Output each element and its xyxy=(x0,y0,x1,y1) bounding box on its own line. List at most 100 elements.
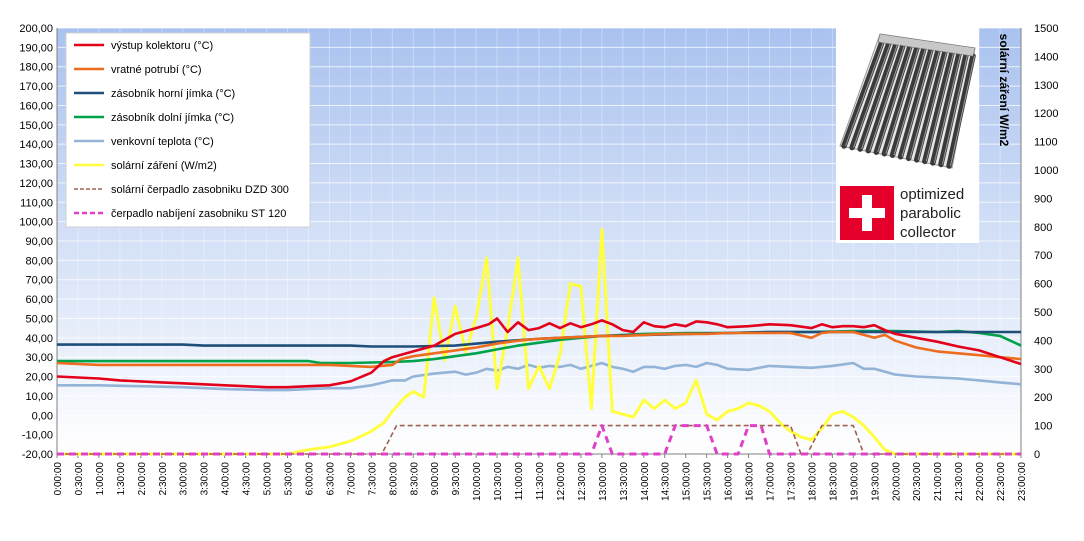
left-tick-label: 30,00 xyxy=(25,352,53,364)
right-tick-label: 700 xyxy=(1034,250,1052,262)
right-tick-label: 300 xyxy=(1034,364,1052,376)
legend-box xyxy=(65,32,311,228)
collector-tube xyxy=(873,43,913,155)
right-tick-label: 1100 xyxy=(1034,137,1058,149)
x-tick-label: 1:00:00 xyxy=(95,462,106,496)
left-tick-label: 130,00 xyxy=(19,159,53,171)
x-tick-label: 15:30:00 xyxy=(703,462,714,501)
x-tick-label: 8:00:00 xyxy=(388,462,399,496)
collector-tube-highlight xyxy=(950,55,975,167)
left-tick-label: 120,00 xyxy=(19,178,53,190)
left-tick-label: 40,00 xyxy=(25,333,53,345)
collector-tube-highlight xyxy=(885,47,919,154)
x-tick-label: 1:30:00 xyxy=(116,462,127,496)
x-tick-label: 10:30:00 xyxy=(493,462,504,501)
legend: výstup kolektoru (°C) vratné potrubí (°C)… xyxy=(65,32,311,228)
x-tick-label: 13:00:00 xyxy=(598,462,609,501)
x-tick-label: 4:30:00 xyxy=(242,462,253,496)
right-tick-label: 600 xyxy=(1034,279,1052,291)
x-tick-label: 9:00:00 xyxy=(430,462,441,496)
right-tick-label: 800 xyxy=(1034,222,1052,234)
collector-tube xyxy=(946,53,976,169)
left-tick-label: 0,00 xyxy=(32,410,53,422)
series-line xyxy=(56,317,1022,389)
collector-tube xyxy=(857,41,899,152)
x-tick-label: 10:00:00 xyxy=(472,462,483,501)
right-tick-label: 1000 xyxy=(1034,165,1058,177)
collector-tube xyxy=(930,51,962,166)
collector-tube-highlight xyxy=(941,54,968,165)
x-tick-label: 4:00:00 xyxy=(221,462,232,496)
right-tick-label: 200 xyxy=(1034,392,1052,404)
left-tick-label: 70,00 xyxy=(25,275,53,287)
left-tick-label: 60,00 xyxy=(25,294,53,306)
legend-label: solární záření (W/m2) xyxy=(111,160,217,172)
legend-label: čerpadlo nabíjení zasobniku ST 120 xyxy=(111,208,286,220)
collector-tube xyxy=(905,47,941,162)
left-tick-label: -20,00 xyxy=(22,449,53,461)
x-tick-label: 16:00:00 xyxy=(724,462,735,501)
collector-tube xyxy=(922,50,955,165)
legend-label: zásobník horní jímka (°C) xyxy=(111,88,235,100)
right-tick-label: 100 xyxy=(1034,421,1052,433)
x-tick-label: 20:00:00 xyxy=(891,462,902,501)
x-tick-label: 17:00:00 xyxy=(766,462,777,501)
left-tick-label: 90,00 xyxy=(25,236,53,248)
x-tick-label: 15:00:00 xyxy=(682,462,693,501)
right-axis-label: solární záření W/m2 xyxy=(997,34,1011,147)
x-tick-label: 11:00:00 xyxy=(514,462,525,501)
left-tick-label: 160,00 xyxy=(19,100,53,112)
x-tick-label: 19:30:00 xyxy=(870,462,881,501)
collector-tube-highlight xyxy=(917,51,947,160)
collector-tube xyxy=(913,48,948,163)
right-tick-label: 1200 xyxy=(1034,108,1058,120)
solar-collector-image xyxy=(839,33,976,169)
collector-tube xyxy=(849,40,892,151)
x-tick-label: 7:30:00 xyxy=(367,462,378,496)
panel-label-line-1: optimized xyxy=(900,186,964,203)
left-tick-label: 20,00 xyxy=(25,372,53,384)
right-tick-label: 900 xyxy=(1034,193,1052,205)
right-axis-ticks: 1500140013001200110010009008007006005004… xyxy=(1034,23,1058,461)
collector-tube xyxy=(938,52,969,168)
series-line xyxy=(57,228,1021,456)
left-tick-label: 200,00 xyxy=(19,23,53,35)
collector-tube-highlight xyxy=(925,52,954,162)
x-tick-label: 11:30:00 xyxy=(535,462,546,501)
x-tick-label: 18:00:00 xyxy=(807,462,818,501)
right-tick-label: 1500 xyxy=(1034,23,1058,35)
x-tick-label: 3:00:00 xyxy=(179,462,190,496)
collector-tube xyxy=(897,46,934,160)
collector-tube-highlight xyxy=(869,45,905,151)
collector-image-panel: optimized parabolic collector xyxy=(836,28,979,243)
right-tick-label: 1300 xyxy=(1034,80,1058,92)
legend-label: zásobník dolní jímka (°C) xyxy=(111,112,234,124)
x-tick-label: 20:30:00 xyxy=(912,462,923,501)
x-tick-label: 21:00:00 xyxy=(933,462,944,501)
left-tick-label: 170,00 xyxy=(19,81,53,93)
x-tick-label: 3:30:00 xyxy=(200,462,211,496)
collector-tube-highlight xyxy=(853,42,891,148)
series-lines xyxy=(56,228,1022,456)
legend-label: solární čerpadlo zasobniku DZD 300 xyxy=(111,184,289,196)
x-tick-label: 0:00:00 xyxy=(53,462,64,496)
collector-tube-highlight xyxy=(877,46,912,153)
x-axis-ticks: 0:00:00 0:30:00 1:00:00 1:30:00 2:00:00 2:30:… xyxy=(53,454,1028,501)
x-tick-label: 7:00:00 xyxy=(346,462,357,496)
x-tick-label: 14:00:00 xyxy=(640,462,651,501)
left-tick-label: 110,00 xyxy=(20,197,53,209)
left-tick-label: 10,00 xyxy=(25,391,53,403)
swiss-flag-icon xyxy=(840,186,894,240)
x-tick-label: 2:30:00 xyxy=(158,462,169,496)
x-tick-label: 13:30:00 xyxy=(619,462,630,501)
series-line xyxy=(57,424,1021,456)
x-tick-label: 12:30:00 xyxy=(577,462,588,501)
series-line xyxy=(56,330,1022,369)
left-tick-label: 140,00 xyxy=(19,139,53,151)
collector-tube-highlight xyxy=(861,43,898,150)
left-tick-label: 100,00 xyxy=(19,217,53,229)
left-tick-label: 150,00 xyxy=(19,120,53,132)
panel-label-line-2: parabolic xyxy=(900,205,961,222)
